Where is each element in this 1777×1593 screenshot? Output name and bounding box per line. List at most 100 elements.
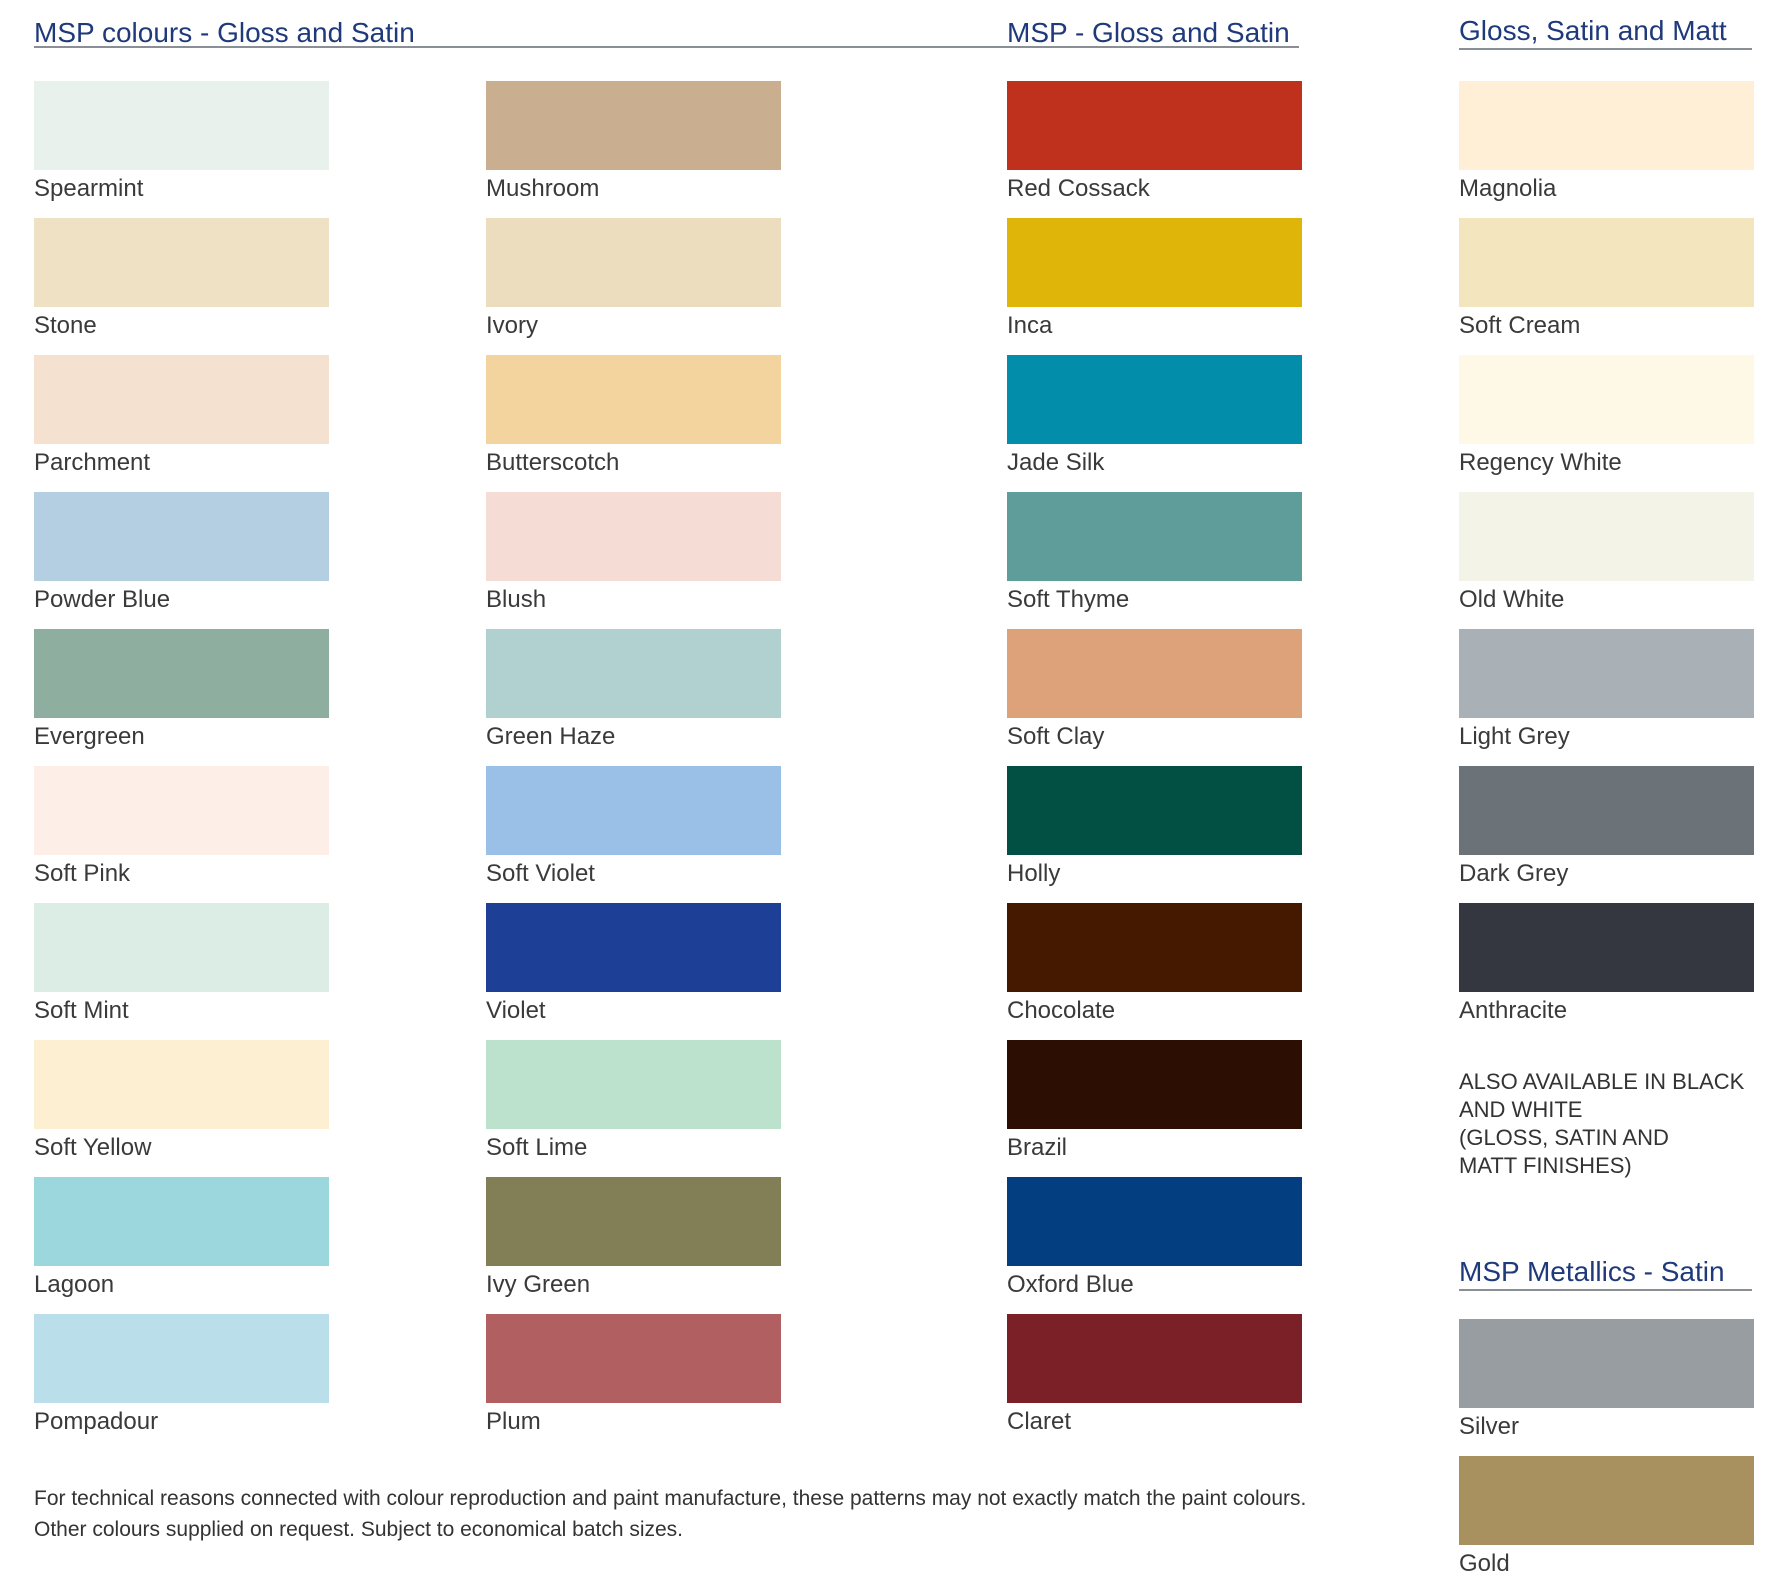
- color-chip: [1007, 1314, 1302, 1403]
- swatch-column-4: Magnolia Soft Cream Regency White Old White…: [1459, 81, 1754, 1040]
- swatch-label: Holly: [1007, 860, 1061, 887]
- metallics-column: Silver Gold: [1459, 1319, 1754, 1593]
- color-chip: [486, 1177, 781, 1266]
- color-chip: [34, 903, 329, 992]
- color-chip: [486, 218, 781, 307]
- swatch-anthracite: Anthracite: [1459, 903, 1754, 1040]
- swatch-oxford-blue: Oxford Blue: [1007, 1177, 1302, 1314]
- color-chip: [1007, 629, 1302, 718]
- color-chip: [1459, 1456, 1754, 1545]
- swatch-label: Soft Violet: [486, 860, 595, 887]
- swatch-claret: Claret: [1007, 1314, 1302, 1451]
- swatch-label: Ivory: [486, 312, 539, 339]
- swatch-column-3: Red Cossack Inca Jade Silk Soft Thyme Soft C…: [1007, 81, 1302, 1451]
- color-chip: [1007, 355, 1302, 444]
- swatch-ivory: Ivory: [486, 218, 781, 355]
- swatch-regency-white: Regency White: [1459, 355, 1754, 492]
- swatch-stone: Stone: [34, 218, 329, 355]
- swatch-chocolate: Chocolate: [1007, 903, 1302, 1040]
- swatch-label: Butterscotch: [486, 449, 620, 476]
- swatch-label: Soft Lime: [486, 1134, 588, 1161]
- color-chip: [1007, 218, 1302, 307]
- swatch-label: Red Cossack: [1007, 175, 1150, 202]
- swatch-dark-grey: Dark Grey: [1459, 766, 1754, 903]
- swatch-column-1: Spearmint Stone Parchment Powder Blue Evergr…: [34, 81, 329, 1451]
- footer-line: Other colours supplied on request. Subje…: [34, 1518, 684, 1541]
- swatch-inca: Inca: [1007, 218, 1302, 355]
- availability-note-line: MATT FINISHES): [1459, 1153, 1632, 1178]
- color-chip: [34, 1314, 329, 1403]
- right-heading: Gloss, Satin and Matt: [1459, 15, 1727, 46]
- color-chip: [1459, 1319, 1754, 1408]
- swatch-label: Plum: [486, 1408, 541, 1435]
- color-chip: [486, 81, 781, 170]
- swatch-label: Silver: [1459, 1413, 1520, 1440]
- swatch-green-haze: Green Haze: [486, 629, 781, 766]
- color-chip: [34, 218, 329, 307]
- swatch-label: Dark Grey: [1459, 860, 1569, 887]
- swatch-label: Old White: [1459, 586, 1565, 613]
- swatch-soft-lime: Soft Lime: [486, 1040, 781, 1177]
- swatch-label: Evergreen: [34, 723, 145, 750]
- color-chip: [34, 629, 329, 718]
- swatch-old-white: Old White: [1459, 492, 1754, 629]
- color-chip: [486, 903, 781, 992]
- swatch-ivy-green: Ivy Green: [486, 1177, 781, 1314]
- swatch-label: Stone: [34, 312, 97, 339]
- swatch-brazil: Brazil: [1007, 1040, 1302, 1177]
- swatch-gold: Gold: [1459, 1456, 1754, 1593]
- swatch-pompadour: Pompadour: [34, 1314, 329, 1451]
- color-chip: [486, 1040, 781, 1129]
- swatch-magnolia: Magnolia: [1459, 81, 1754, 218]
- metallics-heading: MSP Metallics - Satin: [1459, 1256, 1725, 1287]
- swatch-plum: Plum: [486, 1314, 781, 1451]
- swatch-holly: Holly: [1007, 766, 1302, 903]
- color-chip: [34, 766, 329, 855]
- swatch-label: Soft Cream: [1459, 312, 1581, 339]
- swatch-soft-cream: Soft Cream: [1459, 218, 1754, 355]
- swatch-label: Soft Clay: [1007, 723, 1105, 750]
- swatch-label: Regency White: [1459, 449, 1622, 476]
- swatch-soft-clay: Soft Clay: [1007, 629, 1302, 766]
- swatch-label: Light Grey: [1459, 723, 1570, 750]
- swatch-label: Soft Pink: [34, 860, 131, 887]
- swatch-label: Soft Yellow: [34, 1134, 152, 1161]
- swatch-column-2: Mushroom Ivory Butterscotch Blush Green Haze…: [486, 81, 781, 1451]
- swatch-soft-pink: Soft Pink: [34, 766, 329, 903]
- color-chip: [486, 355, 781, 444]
- swatch-mushroom: Mushroom: [486, 81, 781, 218]
- swatch-label: Jade Silk: [1007, 449, 1105, 476]
- color-chip: [34, 355, 329, 444]
- swatch-light-grey: Light Grey: [1459, 629, 1754, 766]
- main-heading: MSP colours - Gloss and Satin: [34, 17, 415, 48]
- color-chip: [1459, 355, 1754, 444]
- availability-note-line: AND WHITE: [1459, 1097, 1583, 1122]
- center-heading: MSP - Gloss and Satin: [1007, 17, 1290, 48]
- swatch-jade-silk: Jade Silk: [1007, 355, 1302, 492]
- color-chip: [34, 1177, 329, 1266]
- color-chip: [1459, 903, 1754, 992]
- swatch-label: Pompadour: [34, 1408, 159, 1435]
- swatch-soft-mint: Soft Mint: [34, 903, 329, 1040]
- swatch-label: Spearmint: [34, 175, 144, 202]
- swatch-label: Chocolate: [1007, 997, 1116, 1024]
- color-chip: [1459, 766, 1754, 855]
- swatch-label: Ivy Green: [486, 1271, 591, 1298]
- swatch-label: Green Haze: [486, 723, 616, 750]
- swatch-label: Claret: [1007, 1408, 1072, 1435]
- availability-note-line: (GLOSS, SATIN AND: [1459, 1125, 1669, 1150]
- swatch-evergreen: Evergreen: [34, 629, 329, 766]
- swatch-violet: Violet: [486, 903, 781, 1040]
- availability-note-line: ALSO AVAILABLE IN BLACK: [1459, 1069, 1745, 1094]
- color-chip: [34, 81, 329, 170]
- swatch-label: Magnolia: [1459, 175, 1557, 202]
- color-chip: [1007, 766, 1302, 855]
- color-chip: [1007, 1177, 1302, 1266]
- swatch-label: Violet: [486, 997, 546, 1024]
- swatch-label: Oxford Blue: [1007, 1271, 1134, 1298]
- swatch-label: Inca: [1007, 312, 1053, 339]
- color-chip: [1459, 629, 1754, 718]
- color-chip: [486, 492, 781, 581]
- swatch-spearmint: Spearmint: [34, 81, 329, 218]
- color-chip: [1459, 81, 1754, 170]
